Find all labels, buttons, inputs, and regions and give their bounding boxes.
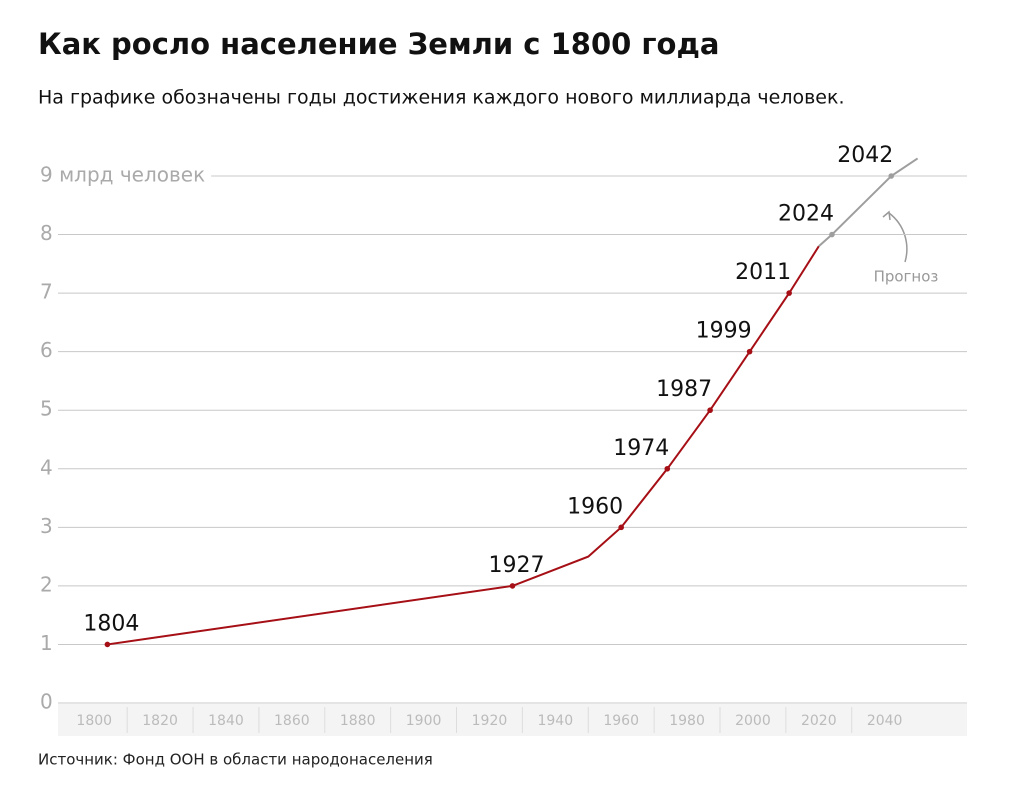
- x-tick-label: 1980: [669, 713, 705, 729]
- x-tick-label: 2000: [735, 713, 771, 729]
- y-tick-label: 7: [40, 280, 53, 304]
- forecast-note: Прогноз: [874, 268, 939, 286]
- milestone-dot: [104, 641, 111, 648]
- x-tick-label: 1860: [274, 713, 310, 729]
- y-tick-label: 3: [40, 514, 53, 538]
- series-line: [107, 245, 820, 646]
- milestone-dot: [888, 173, 895, 179]
- x-tick-label: 2020: [801, 713, 837, 729]
- chart-title: Как росло население Земли с 1800 года: [38, 27, 719, 61]
- y-tick-label: 2: [40, 572, 53, 596]
- milestone-dot: [707, 407, 713, 414]
- source: Источник: Фонд ООН в области народонасел…: [38, 751, 433, 769]
- milestone-label: 1804: [83, 611, 139, 636]
- milestone-label: 1974: [613, 436, 669, 461]
- y-tick-label: 6: [40, 338, 53, 362]
- x-tick-label: 1900: [406, 713, 442, 729]
- x-tick-label: 1800: [76, 713, 112, 729]
- milestone-dot: [786, 290, 792, 296]
- milestone-label: 2024: [778, 202, 834, 227]
- milestone-dot: [664, 465, 671, 472]
- y-tick-label: 9 млрд человек: [40, 163, 205, 187]
- note-arrow: [888, 212, 908, 263]
- x-tick-label: 1880: [340, 713, 376, 729]
- y-tick-label: 8: [40, 221, 53, 245]
- milestone-dot: [618, 524, 624, 531]
- x-tick-label: 2040: [867, 713, 903, 729]
- milestone-label: 1999: [696, 319, 752, 344]
- x-tick-label: 1940: [537, 713, 573, 729]
- milestone-dot: [746, 348, 753, 355]
- note-arrow-head: [882, 210, 891, 221]
- x-tick-label: 1840: [208, 713, 244, 729]
- y-tick-label: 5: [40, 397, 53, 421]
- y-tick-label: 1: [40, 631, 53, 655]
- x-tick-label: 1920: [472, 713, 508, 729]
- milestone-label: 2042: [837, 143, 893, 168]
- y-tick-label: 0: [40, 690, 53, 714]
- milestone-label: 1987: [656, 377, 712, 402]
- x-tick-label: 1960: [603, 713, 639, 729]
- x-tick-label: 1820: [142, 713, 178, 729]
- milestone-label: 2011: [735, 260, 791, 285]
- milestone-label: 1960: [567, 494, 623, 519]
- chart-subtitle: На графике обозначены годы достижения ка…: [38, 87, 845, 109]
- milestone-label: 1927: [489, 553, 545, 578]
- milestone-dot: [509, 583, 516, 589]
- x-axis-band: [58, 704, 967, 736]
- series-line: [818, 157, 919, 248]
- y-tick-label: 4: [40, 455, 53, 479]
- milestone-dot: [829, 231, 835, 238]
